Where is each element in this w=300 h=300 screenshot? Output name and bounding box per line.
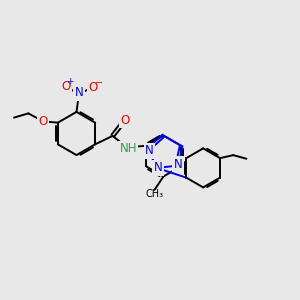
Text: O: O [38, 115, 47, 128]
Text: +: + [66, 77, 74, 86]
Text: NH: NH [119, 142, 137, 155]
Text: N: N [154, 161, 162, 174]
Text: N: N [174, 158, 182, 171]
Text: N: N [145, 144, 154, 157]
Text: O: O [61, 80, 70, 93]
Text: −: − [94, 77, 103, 88]
Text: O: O [120, 114, 129, 127]
Text: O: O [88, 81, 97, 94]
Text: N: N [75, 86, 84, 99]
Text: CH₃: CH₃ [145, 189, 163, 199]
